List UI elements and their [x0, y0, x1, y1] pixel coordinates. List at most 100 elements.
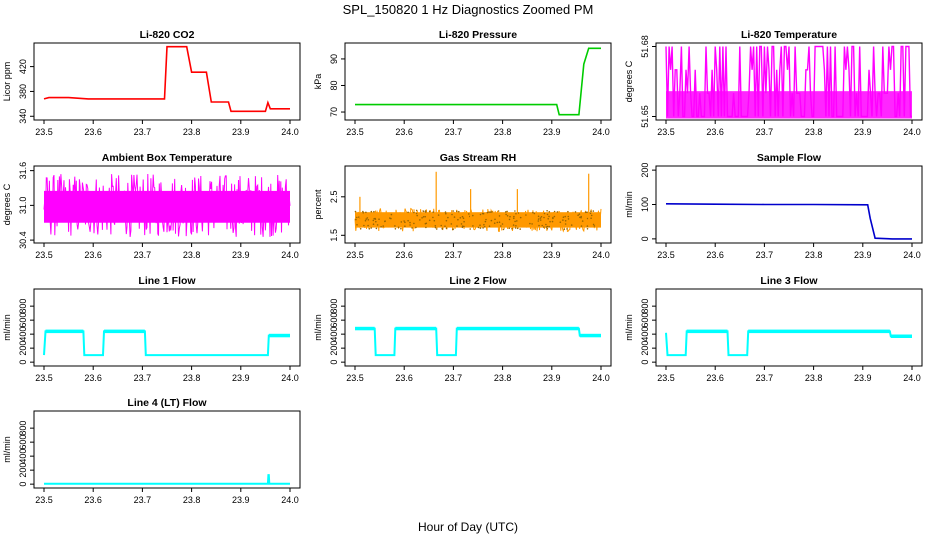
series-point — [508, 218, 511, 221]
series-point — [477, 226, 480, 229]
series-point — [514, 220, 516, 223]
series-point — [376, 224, 379, 226]
series-point — [553, 215, 556, 218]
y-tick-label: 200 — [640, 163, 650, 178]
series-point — [469, 228, 472, 230]
series-point — [409, 221, 411, 224]
series-point — [516, 220, 518, 222]
series-point — [590, 217, 592, 219]
series-point — [413, 222, 415, 225]
series-point — [434, 225, 437, 227]
y-tick-label: 200 — [640, 341, 650, 356]
series-point — [593, 225, 596, 227]
panel-title: Ambient Box Temperature — [102, 152, 233, 164]
panel-title: Sample Flow — [757, 152, 822, 164]
x-tick-label: 23.9 — [543, 127, 561, 137]
series-point — [364, 219, 367, 222]
series-point — [491, 211, 493, 213]
plot-frame — [33, 288, 301, 367]
y-tick-label: 600 — [329, 313, 339, 328]
series-point — [462, 217, 465, 219]
series-point — [505, 213, 507, 216]
series-point — [389, 217, 391, 219]
x-tick-label: 23.5 — [35, 373, 53, 383]
x-tick-label: 23.7 — [134, 250, 152, 260]
series-point — [564, 220, 567, 222]
series-point — [453, 216, 456, 218]
series-point — [445, 219, 448, 222]
series-line — [355, 327, 601, 357]
y-tick-label: 0 — [329, 360, 339, 365]
series-line — [43, 45, 290, 113]
x-tick-label: 23.7 — [134, 373, 152, 383]
series-point — [546, 225, 549, 228]
x-tick-label: 24.0 — [592, 373, 610, 383]
plot-area — [44, 474, 290, 485]
series-point — [463, 225, 465, 228]
series-point — [537, 220, 540, 222]
series-point — [403, 220, 405, 222]
series-point — [468, 213, 470, 215]
y-tick-label: 2.5 — [329, 191, 339, 204]
series-point — [451, 213, 453, 216]
y-tick-label: 600 — [18, 435, 28, 450]
series-point — [546, 210, 548, 212]
plot-frame — [655, 288, 923, 367]
series-point — [485, 218, 487, 221]
series-point — [461, 225, 464, 227]
y-tick-label: 600 — [18, 313, 28, 328]
y-tick-label: 800 — [18, 299, 28, 314]
y-tick-label: 380 — [18, 84, 28, 99]
series-point — [525, 214, 527, 216]
series-point — [394, 228, 397, 230]
series-point — [547, 218, 549, 220]
series-point — [502, 228, 505, 231]
y-tick-label: 30.4 — [18, 231, 28, 249]
series-point — [483, 223, 485, 226]
series-point — [498, 221, 501, 223]
series-point — [551, 220, 554, 223]
series-point — [483, 226, 486, 228]
x-tick-label: 23.5 — [346, 127, 364, 137]
x-tick-label: 24.0 — [592, 127, 610, 137]
series-line — [665, 330, 912, 357]
series-point — [514, 210, 516, 212]
x-tick-label: 23.9 — [854, 250, 872, 260]
y-tick-label: 51.65 — [640, 105, 650, 128]
y-tick-label: 400 — [640, 327, 650, 342]
panel-7: Line 1 Flow ml/min 23.5 23.6 23.7 23.8 23.9 24.… — [2, 275, 301, 383]
series-point — [356, 224, 358, 226]
series-point — [458, 210, 460, 213]
series-point — [362, 212, 365, 214]
series-point — [452, 210, 455, 212]
series-point — [463, 220, 465, 223]
y-tick-label: 600 — [640, 313, 650, 328]
series-point — [407, 211, 409, 214]
series-point — [581, 220, 584, 222]
series-point — [365, 218, 368, 220]
series-point — [580, 225, 583, 227]
plot-area — [665, 329, 912, 357]
x-tick-label: 23.8 — [183, 127, 201, 137]
series-point — [546, 213, 549, 216]
x-tick-label: 23.6 — [84, 373, 102, 383]
series-point — [579, 216, 581, 219]
y-tick-label: 400 — [18, 327, 28, 342]
plot-frame — [33, 165, 301, 244]
x-tick-label: 23.6 — [395, 373, 413, 383]
series-point — [543, 226, 545, 228]
x-tick-label: 23.6 — [84, 495, 102, 505]
series-point — [570, 224, 573, 226]
x-tick-label: 23.8 — [494, 127, 512, 137]
series-point — [577, 214, 579, 216]
series-point — [397, 226, 400, 229]
series-point — [506, 215, 509, 217]
y-tick-label: 31.6 — [18, 162, 28, 180]
y-tick-label: 0 — [640, 236, 650, 241]
x-tick-label: 24.0 — [281, 250, 299, 260]
series-point — [422, 216, 425, 218]
series-band — [890, 334, 912, 338]
plot-area — [665, 45, 912, 119]
series-point — [394, 225, 396, 227]
y-tick-label: 0 — [640, 360, 650, 365]
